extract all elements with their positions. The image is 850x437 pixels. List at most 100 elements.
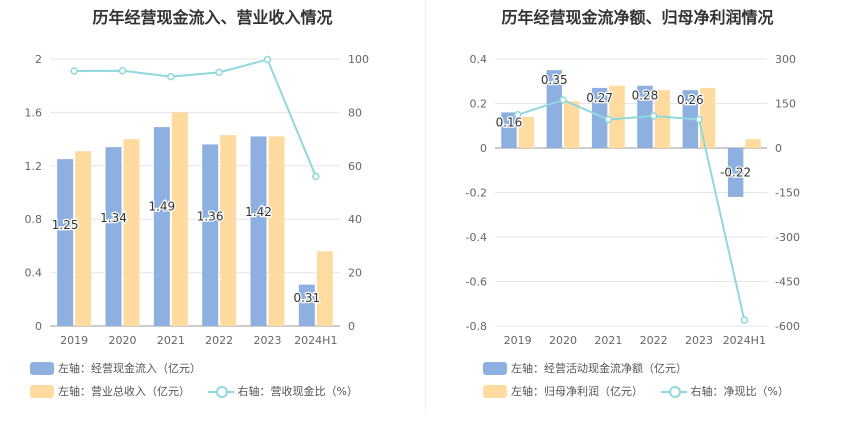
legend-label: 右轴：净现比（%） [690,385,789,398]
bar [518,116,535,148]
x-tick-label: 2024H1 [723,334,766,347]
series-line [517,98,746,321]
bar [105,147,122,326]
panel-divider [425,0,426,410]
line-point [559,96,567,104]
bar [745,139,761,148]
data-label: 1.25 [52,218,79,232]
legend-row: 左轴：归母净利润（亿元） 右轴：净现比（%） [483,383,803,399]
legend-label: 左轴：经营现金流入（亿元） [58,362,201,375]
line-point [513,111,522,119]
line-point [312,172,320,181]
x-tick-label: 2023 [685,334,713,347]
y-tick-label-left: 0.4 [25,267,43,280]
line-point [604,115,613,124]
bar [153,127,170,327]
y-tick-label-left: 2 [35,53,42,66]
legend-label: 右轴：营收现金比（%） [237,385,358,398]
x-tick-label: 2020 [109,334,137,347]
y-tick-label-right: -300 [775,231,800,244]
bar [220,135,237,326]
x-tick-label: 2022 [640,334,668,347]
bar [75,151,92,326]
legend-row: 左轴：营业总收入（亿元） 右轴：营收现金比（%） [30,383,372,399]
y-tick-label-right: 40 [348,213,362,226]
x-tick-label: 2019 [504,334,532,347]
line-point [740,316,749,324]
bar [546,70,562,148]
y-tick-label-right: 0 [348,320,355,333]
y-tick-label-left: 0 [480,142,487,155]
chart-title: 历年经营现金流入、营业收入情况 [92,8,333,27]
legend-swatch [483,384,507,398]
y-tick-label-left: 1.2 [25,160,43,173]
legend-swatch [30,384,54,398]
legend-item[interactable]: 右轴：营收现金比（%） [207,383,358,399]
data-label: 0.28 [632,89,659,103]
data-label: 1.34 [100,211,127,225]
bar [57,159,74,326]
x-tick-label: 2024H1 [294,334,337,347]
bar [123,139,140,326]
bar [298,284,315,326]
y-tick-label-left: 0 [35,320,42,333]
data-label: 1.42 [245,205,272,219]
x-tick-label: 2023 [254,334,282,347]
legend-row: 左轴：经营活动现金流净额（亿元） [483,360,701,376]
legend-item[interactable]: 左轴：归母净利润（亿元） [483,383,643,399]
bar [727,148,744,197]
line-point [118,66,127,75]
y-tick-label-right: -600 [775,320,800,333]
y-tick-label-right: 60 [348,160,362,173]
legend-label: 左轴：营业总收入（亿元） [58,385,190,398]
legend-line-swatch [660,385,687,398]
y-tick-label-left: -0.2 [466,187,487,200]
bar [654,90,671,148]
legend-label: 左轴：经营活动现金流净额（亿元） [511,362,687,375]
data-label: 1.49 [148,200,175,214]
data-label: -0.22 [720,165,751,179]
bar [202,144,219,326]
y-tick-label-right: 0 [775,142,782,155]
y-tick-label-left: -0.8 [466,320,487,333]
chart-svg: -0.8 -0.6 -0.4 -0.2 0 0.2 0.4 -600 -450 -300 -150 0… [466,53,800,347]
y-tick-label-left: 0.2 [470,98,488,111]
y-tick-label-right: -450 [775,276,800,289]
y-tick-label-right: 100 [348,53,369,66]
y-tick-label-left: 0.8 [25,213,43,226]
y-tick-label-left: 1.6 [25,106,43,119]
x-tick-label: 2022 [205,334,233,347]
legend-item[interactable]: 右轴：净现比（%） [660,383,789,399]
legend-swatch [30,361,54,375]
line-point [649,112,658,120]
series-line [74,58,317,177]
chart-panel-left: 历年经营现金流入、营业收入情况 0 0.4 0.8 1.2 1.6 2 0 20 40 60 80 1… [25,8,372,399]
bar [501,112,517,148]
line-point [167,72,175,81]
x-tick-label: 2020 [549,334,577,347]
x-tick-label: 2021 [157,334,185,347]
bar [564,101,580,148]
bar [268,136,285,326]
legend-row: 左轴：经营现金流入（亿元） [30,360,215,376]
y-tick-label-right: 300 [775,53,796,66]
data-label: 0.16 [496,115,523,129]
legend-label: 左轴：归母净利润（亿元） [511,385,643,398]
bar [591,87,608,148]
y-tick-label-left: 0.4 [470,53,488,66]
y-tick-label-right: 80 [348,106,362,119]
legend-item[interactable]: 左轴：经营活动现金流净额（亿元） [483,360,687,376]
bar [609,85,625,148]
legend-item[interactable]: 左轴：营业总收入（亿元） [30,383,190,399]
bar [700,87,716,148]
line-point [695,115,703,124]
y-tick-label-right: -150 [775,187,800,200]
x-tick-label: 2019 [60,334,88,347]
data-label: 0.35 [541,73,568,87]
legend-item[interactable]: 左轴：经营现金流入（亿元） [30,360,201,376]
y-tick-label-left: -0.4 [466,231,487,244]
y-tick-label-left: -0.6 [466,276,487,289]
line-point [70,67,78,75]
x-tick-label: 2021 [594,334,622,347]
